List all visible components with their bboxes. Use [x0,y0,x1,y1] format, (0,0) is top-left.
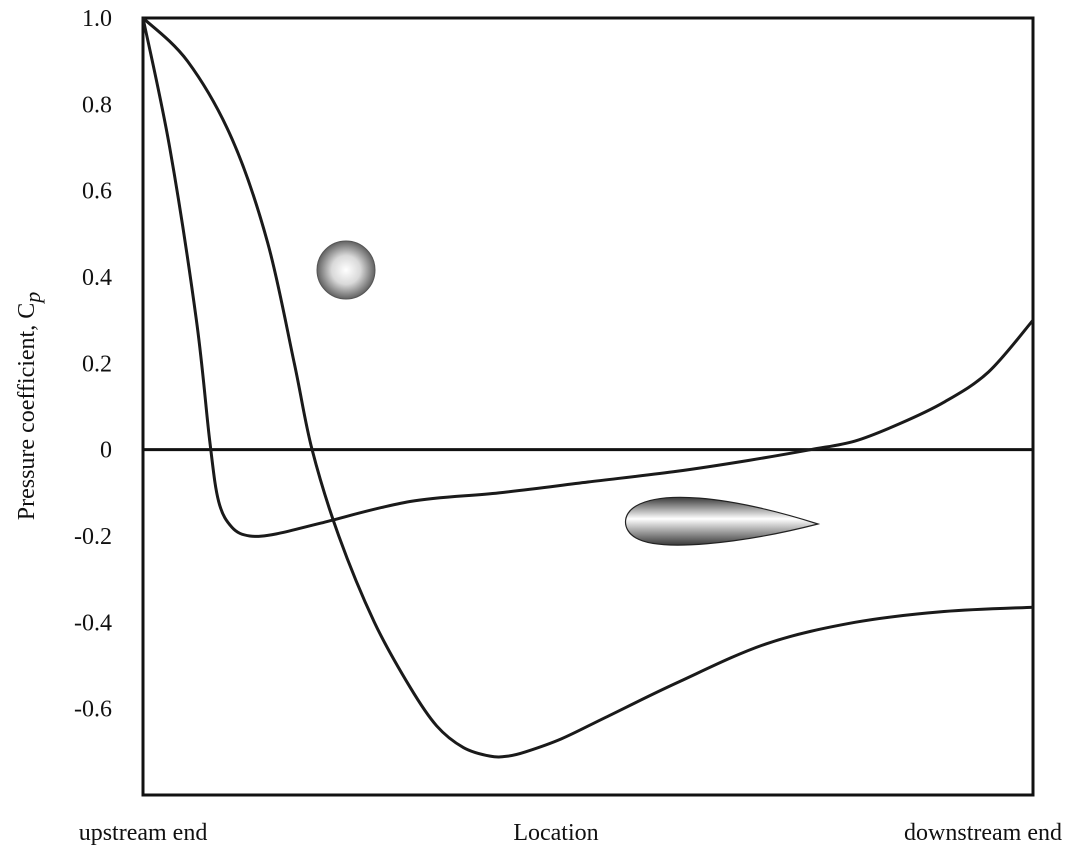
y-tick-label: 0 [100,438,112,464]
x-end-label-upstream: upstream end [79,820,208,846]
y-tick-label: -0.2 [74,524,112,550]
y-tick-label: 0.4 [82,265,112,291]
x-end-label-downstream: downstream end [904,820,1062,846]
y-axis-label-main: Pressure coefficient, C [14,303,40,521]
x-axis-label: Location [513,820,598,846]
series-group [141,16,1035,759]
y-tick-label: -0.4 [74,610,112,636]
y-tick-label: 0.2 [82,351,112,377]
y-axis-label-subscript: p [20,292,45,305]
sphere-icon [316,240,376,300]
y-tick-label: 0.8 [82,92,112,118]
y-tick-label: 1.0 [82,6,112,32]
y-axis-label: Pressure coefficient, Cp [14,292,45,521]
y-tick-labels: 1.0 0.8 0.6 0.4 0.2 0 -0.2 -0.4 -0.6 [74,6,112,723]
airfoil-icon [624,496,821,546]
airfoil-pressure-curve [141,17,1035,538]
plot-frame [141,16,1035,797]
y-tick-label: -0.6 [74,697,112,723]
sphere-pressure-curve [141,16,1034,759]
y-tick-label: 0.6 [82,179,112,205]
